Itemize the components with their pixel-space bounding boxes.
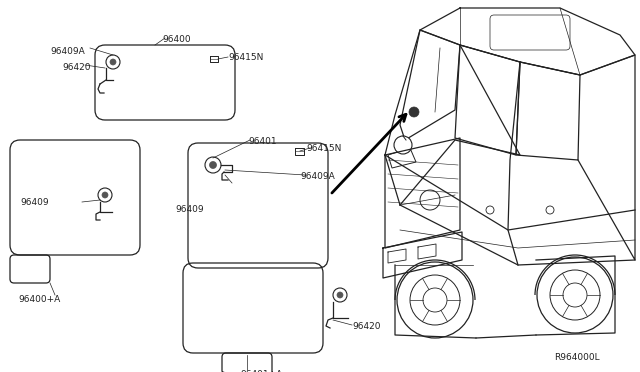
Circle shape xyxy=(98,188,112,202)
Text: 96401+A: 96401+A xyxy=(240,370,282,372)
Text: 96409: 96409 xyxy=(175,205,204,214)
Circle shape xyxy=(397,262,473,338)
Circle shape xyxy=(110,59,116,65)
Circle shape xyxy=(102,192,108,198)
Circle shape xyxy=(423,288,447,312)
Circle shape xyxy=(537,257,613,333)
Text: 96400+A: 96400+A xyxy=(18,295,60,304)
Circle shape xyxy=(486,206,494,214)
Text: 96409: 96409 xyxy=(20,198,49,207)
Circle shape xyxy=(106,55,120,69)
Circle shape xyxy=(205,157,221,173)
Circle shape xyxy=(546,206,554,214)
Text: 96409A: 96409A xyxy=(300,172,335,181)
Circle shape xyxy=(409,107,419,117)
Circle shape xyxy=(337,292,343,298)
Text: 96409A: 96409A xyxy=(50,47,84,56)
Text: 96401: 96401 xyxy=(248,137,276,146)
Circle shape xyxy=(420,190,440,210)
Circle shape xyxy=(550,270,600,320)
Circle shape xyxy=(333,288,347,302)
Text: 96400: 96400 xyxy=(162,35,191,44)
Circle shape xyxy=(410,275,460,325)
Text: 96415N: 96415N xyxy=(306,144,341,153)
Text: 96415N: 96415N xyxy=(228,53,264,62)
Text: 96420: 96420 xyxy=(62,63,90,72)
Circle shape xyxy=(563,283,587,307)
Circle shape xyxy=(209,161,216,169)
Circle shape xyxy=(394,136,412,154)
Text: 96420: 96420 xyxy=(352,322,381,331)
Text: R964000L: R964000L xyxy=(554,353,600,362)
